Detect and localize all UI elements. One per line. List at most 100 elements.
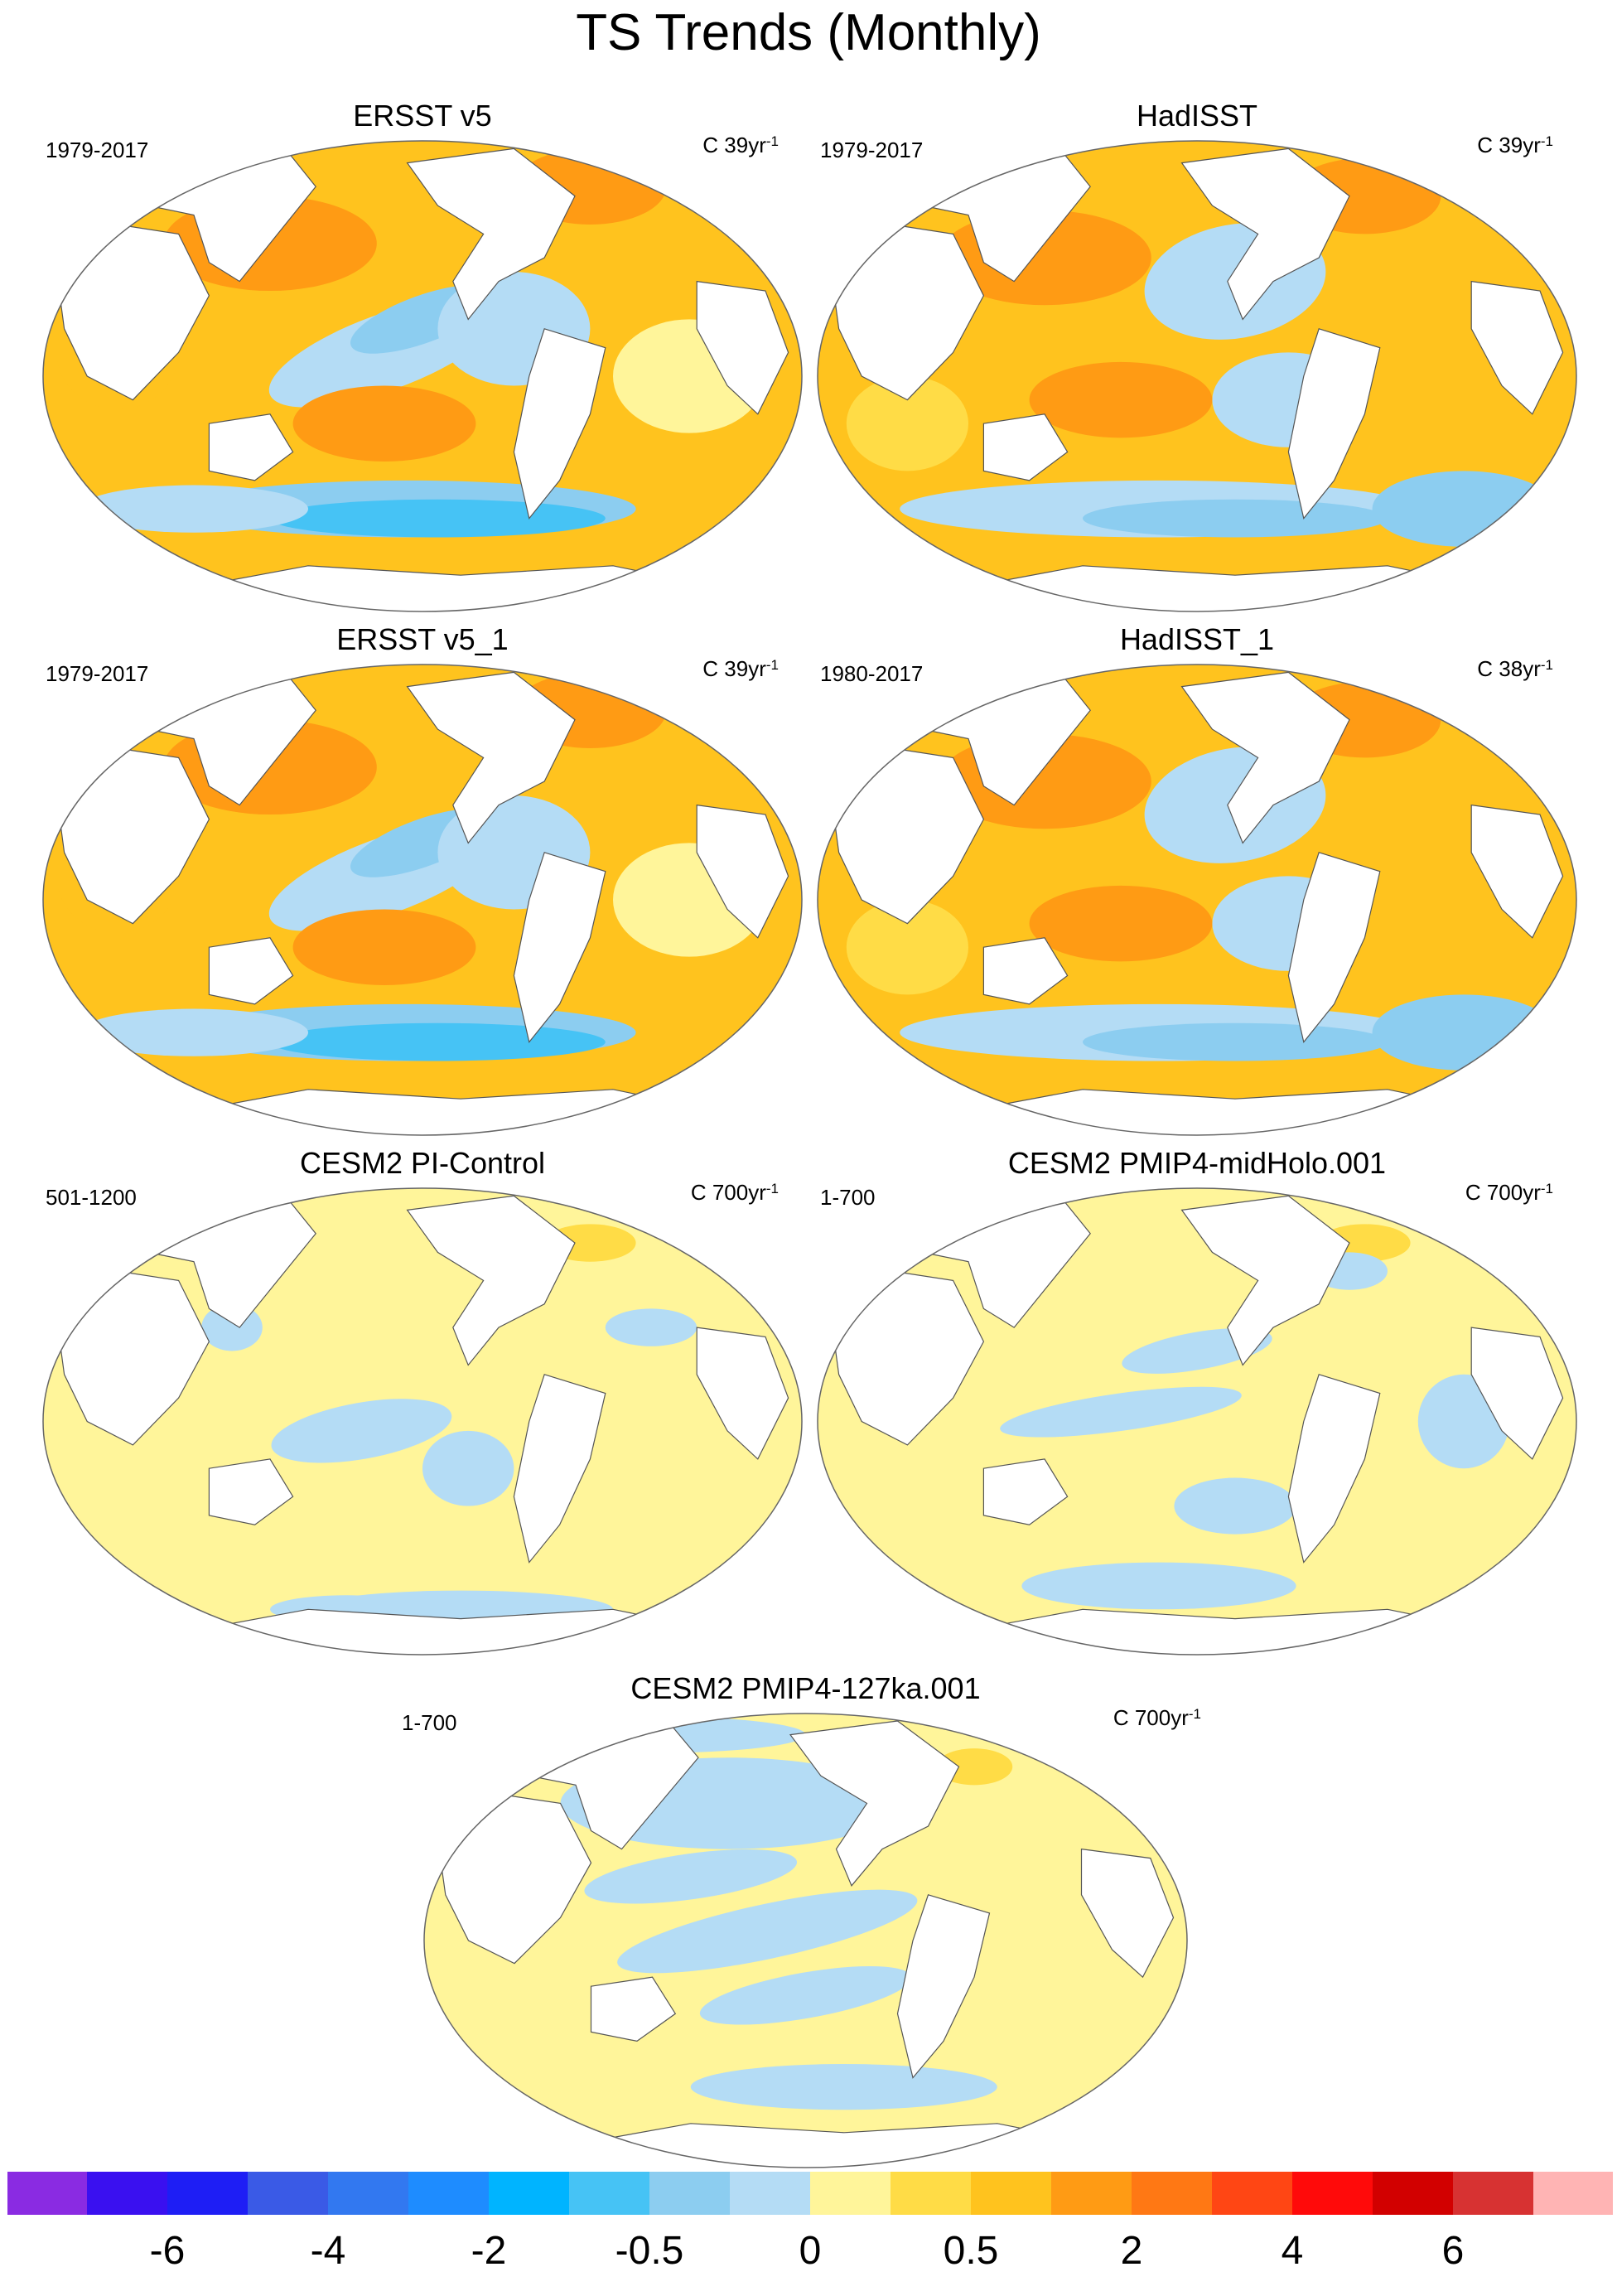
colorbar-swatch — [328, 2171, 409, 2216]
units-text: C 700yr — [690, 1180, 766, 1205]
map-panel: CESM2 PI-Control 501-1200 C 700yr-1 — [41, 1147, 804, 1656]
units-exponent: -1 — [765, 657, 779, 673]
landmass — [696, 804, 789, 939]
panel-units: C 700yr-1 — [1113, 1705, 1201, 1730]
units-exponent: -1 — [1540, 657, 1553, 673]
colorbar-swatch — [730, 2171, 811, 2216]
landmass — [982, 1458, 1069, 1525]
panel-title: CESM2 PI-Control — [299, 1146, 546, 1180]
landmass — [208, 937, 294, 1005]
colorbar — [7, 2171, 1614, 2216]
map-border — [817, 1187, 1577, 1656]
landmass — [830, 747, 985, 925]
map-plot — [423, 1713, 1188, 2168]
trend-region — [1021, 1562, 1296, 1610]
colorbar-label: 0.5 — [943, 2229, 999, 2273]
map-border — [423, 1713, 1188, 2168]
landmass — [513, 1374, 606, 1564]
panel-units: C 700yr-1 — [691, 1180, 779, 1205]
trend-region — [1029, 885, 1213, 962]
landmass — [1287, 852, 1381, 1043]
map-plot — [817, 1187, 1577, 1656]
trend-region — [270, 1022, 606, 1061]
map-border — [42, 140, 803, 612]
map-panel: ERSST v5_1 1979-2017 C 39yr-1 — [41, 623, 804, 1137]
colorbar-swatch — [1132, 2171, 1213, 2216]
colorbar-label: -2 — [471, 2229, 507, 2273]
colorbar-label: 0 — [799, 2229, 822, 2273]
colorbar-outline — [7, 2171, 1614, 2216]
colorbar-label: -4 — [310, 2229, 346, 2273]
trend-region — [690, 2064, 997, 2110]
units-exponent: -1 — [1188, 1706, 1201, 1722]
panel-period: 1-700 — [402, 1710, 457, 1735]
trend-region — [699, 1965, 912, 2025]
units-exponent: -1 — [765, 133, 779, 149]
trend-region — [1372, 994, 1556, 1071]
landmass — [789, 1720, 960, 1887]
trend-region — [617, 1889, 918, 1974]
landmass — [406, 147, 576, 321]
landmass — [1287, 1374, 1381, 1564]
landmass — [56, 224, 210, 401]
trend-region — [584, 1849, 798, 1904]
trend-region — [80, 1008, 308, 1056]
map-plot — [42, 140, 803, 612]
colorbar-swatch — [1533, 2171, 1614, 2216]
units-exponent: -1 — [1540, 1181, 1553, 1196]
panel-units: C 39yr-1 — [702, 656, 779, 681]
trend-region — [1372, 471, 1556, 547]
colorbar-swatch — [1453, 2171, 1534, 2216]
panel-period: 1980-2017 — [820, 661, 924, 686]
panel-title: CESM2 PMIP4-midHolo.001 — [1007, 1146, 1387, 1180]
landmass — [56, 747, 210, 925]
units-text: C 39yr — [702, 133, 766, 157]
landmass — [1470, 804, 1564, 939]
panel-title: ERSST v5_1 — [336, 622, 509, 656]
landmass — [696, 1327, 789, 1460]
landmass — [1470, 280, 1564, 415]
trend-region — [1174, 1477, 1296, 1535]
trend-region — [1000, 1386, 1242, 1438]
colorbar-label: 2 — [1120, 2229, 1143, 2273]
landmass — [513, 852, 606, 1043]
landmass — [896, 1894, 991, 2079]
map-border — [817, 140, 1577, 612]
trend-region — [605, 1308, 697, 1346]
colorbar-swatch — [1212, 2171, 1293, 2216]
landmass — [1470, 1327, 1564, 1460]
panel-title: HadISST — [1136, 99, 1258, 133]
trend-region — [270, 499, 606, 538]
colorbar-swatch — [649, 2171, 731, 2216]
trend-region — [292, 385, 476, 462]
figure-title: TS Trends (Monthly) — [576, 4, 1041, 61]
colorbar-swatch — [248, 2171, 329, 2216]
trend-region — [80, 485, 308, 533]
map-panel: ERSST v5 1979-2017 C 39yr-1 — [41, 99, 804, 613]
colorbar-swatch — [1051, 2171, 1132, 2216]
colorbar-label: 6 — [1441, 2229, 1465, 2273]
colorbar-swatch — [891, 2171, 972, 2216]
trend-region — [292, 909, 476, 985]
colorbar-swatch — [167, 2171, 249, 2216]
panel-period: 1979-2017 — [46, 138, 149, 162]
landmass — [437, 1793, 592, 1965]
landmass — [1180, 147, 1350, 321]
colorbar-label: -6 — [149, 2229, 186, 2273]
landmass — [56, 1270, 210, 1446]
colorbar-swatch — [408, 2171, 490, 2216]
landmass — [982, 937, 1069, 1005]
trend-region — [846, 376, 968, 471]
landmass — [1287, 328, 1381, 520]
colorbar-swatch — [7, 2171, 88, 2216]
landmass — [208, 413, 294, 481]
panel-units: C 39yr-1 — [702, 133, 779, 157]
panel-units: C 38yr-1 — [1477, 656, 1553, 681]
landmass — [1180, 1195, 1350, 1366]
landmass — [406, 671, 576, 844]
landmass — [982, 413, 1069, 481]
trend-region — [935, 1748, 1013, 1786]
trend-region — [1083, 499, 1388, 538]
colorbar-label: -0.5 — [615, 2229, 684, 2273]
trend-region — [1029, 361, 1213, 438]
